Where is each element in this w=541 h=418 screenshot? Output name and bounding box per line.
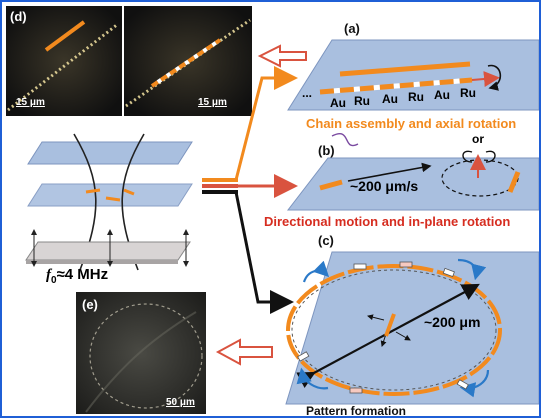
speed-label: ~200 μm/s — [350, 178, 419, 194]
metal-label: Ru — [460, 86, 476, 100]
micrograph-e: (e) 50 μm — [76, 292, 206, 414]
metal-label: Au — [382, 92, 398, 106]
frequency-label: f0≈4 MHz — [46, 266, 108, 286]
panel-a-plane — [287, 39, 539, 111]
tangential-arrows — [297, 261, 469, 394]
hollow-arrow-to-e — [215, 338, 273, 366]
rotation-icon-left — [462, 150, 473, 163]
center-rod — [384, 313, 396, 337]
panel-c-plane — [285, 251, 539, 405]
rod-chain-top — [339, 61, 471, 77]
diameter-arrow — [296, 283, 480, 388]
panel-b-plane — [286, 157, 539, 211]
rotating-rod — [507, 171, 521, 193]
rotation-icon-right — [485, 150, 496, 163]
axial-arrow — [471, 71, 500, 87]
frequency-symbol: f — [46, 267, 51, 283]
device-middle-plane — [27, 183, 193, 207]
or-label: or — [472, 132, 484, 146]
direction-arrow — [347, 162, 432, 182]
scale-bar-d-left: 15 μm — [16, 97, 45, 108]
transducer-plate — [25, 241, 191, 261]
ring-pattern-dashed — [291, 269, 497, 391]
rod-chain-striped-white — [319, 77, 473, 95]
rod — [85, 188, 101, 194]
branch-stub-black — [202, 190, 238, 194]
panel-a-label: (a) — [344, 21, 360, 36]
hollow-arrow-to-d — [257, 44, 307, 68]
flow-arrow — [457, 258, 487, 281]
panel-c-label: (c) — [318, 233, 334, 248]
rod — [105, 196, 121, 202]
branch-stub-red — [202, 184, 238, 188]
connector-wave — [331, 133, 359, 147]
transducer-plate-side — [26, 260, 178, 264]
caption-c: Pattern formation — [306, 404, 407, 418]
chain-dots: ... — [302, 86, 313, 100]
ring-pattern — [286, 264, 502, 396]
arrow-to-c — [234, 191, 294, 314]
branch-stub-orange — [202, 178, 238, 182]
metal-labels: Au Ru Au Ru Au Ru — [330, 86, 530, 110]
device-top-plane — [27, 141, 193, 165]
scale-bar-d-right: 15 μm — [198, 97, 227, 108]
diameter-label: ~200 μm — [424, 314, 481, 330]
caption-a: Chain assembly and axial rotation — [306, 116, 517, 131]
arrow-to-a — [234, 66, 298, 181]
panel-e-label: (e) — [82, 297, 98, 312]
micrograph-d-right: 15 μm — [124, 6, 252, 116]
metal-label: Au — [330, 96, 346, 110]
chain-image-left — [6, 6, 122, 116]
panel-d-label: (d) — [10, 9, 27, 24]
chain-image-right — [124, 6, 252, 116]
metal-label: Ru — [354, 94, 370, 108]
axial-rotation-icon — [487, 64, 502, 91]
rod-chain-striped — [319, 77, 473, 95]
frequency-subscript: 0 — [51, 275, 57, 286]
moving-rod — [319, 179, 343, 191]
scale-bar-e: 50 μm — [166, 397, 195, 408]
flow-arrow — [296, 367, 329, 390]
rod — [123, 188, 135, 196]
panel-b-label: (b) — [318, 143, 335, 158]
frequency-value: ≈4 MHz — [56, 266, 109, 283]
caption-b: Directional motion and in-plane rotation — [264, 214, 511, 229]
metal-label: Ru — [408, 90, 424, 104]
flow-arrow — [459, 369, 490, 398]
micrograph-d-left: (d) 15 μm — [6, 6, 122, 116]
flow-arrow — [302, 260, 330, 283]
metal-label: Au — [434, 88, 450, 102]
ring-image — [76, 292, 206, 414]
